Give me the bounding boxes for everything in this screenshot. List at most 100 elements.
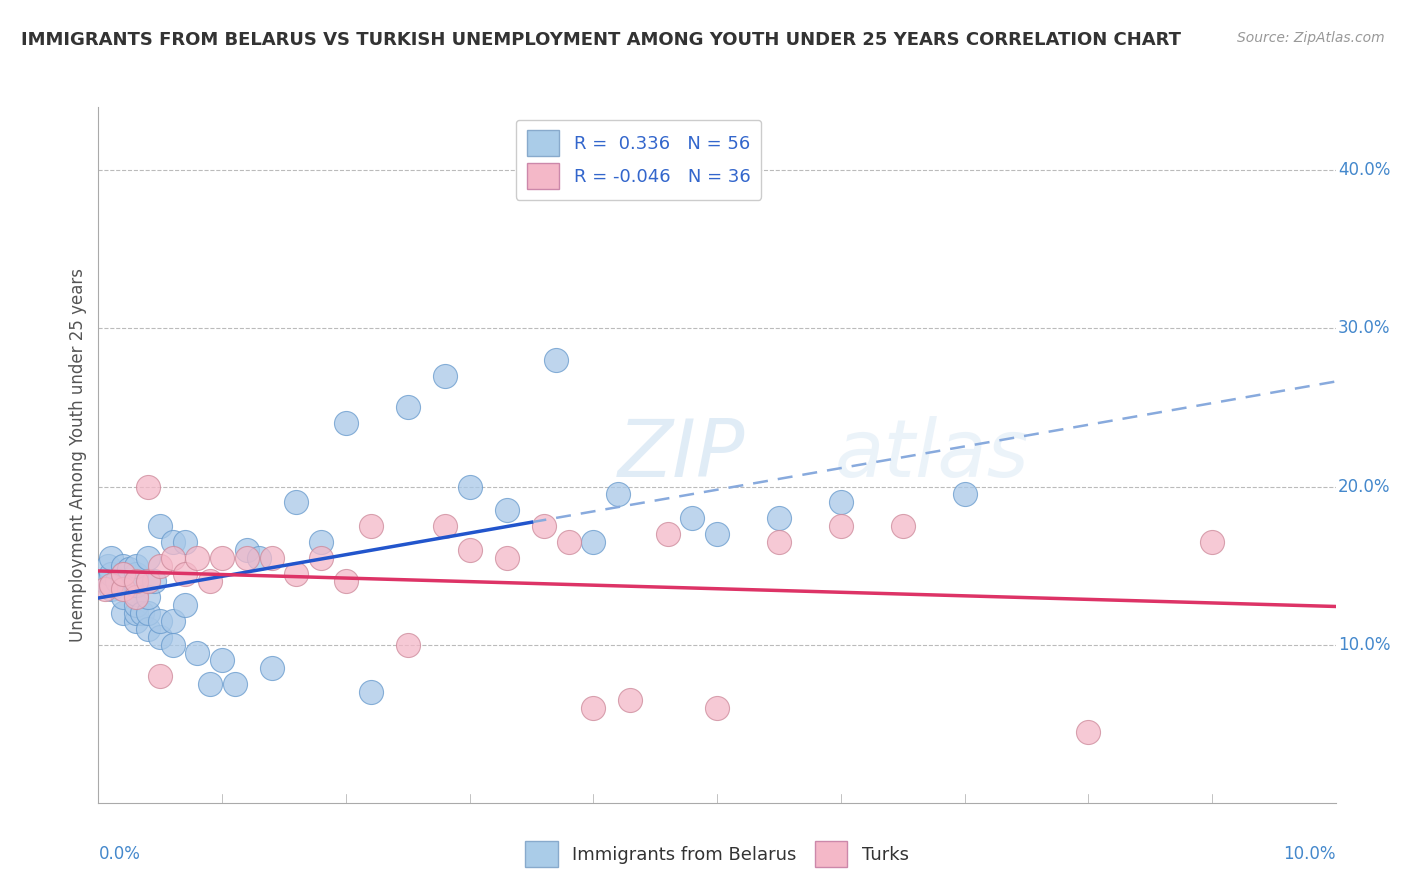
Point (105, 574, 128, 589)
Point (396, 401, 419, 415)
Point (198, 677, 221, 691)
Point (136, 591, 159, 605)
Point (124, 558, 146, 573)
Point (93, 574, 115, 589)
Point (97, 558, 120, 573)
Point (136, 606, 159, 620)
Point (174, 598, 197, 612)
Point (136, 550, 159, 565)
Point (211, 550, 233, 565)
Point (458, 542, 481, 557)
Legend: Immigrants from Belarus, Turks: Immigrants from Belarus, Turks (519, 834, 915, 874)
Y-axis label: Unemployment Among Youth under 25 years: Unemployment Among Youth under 25 years (69, 268, 87, 642)
Point (136, 479, 159, 493)
Point (830, 519, 852, 533)
Point (236, 550, 259, 565)
Point (112, 582, 135, 597)
Point (335, 417, 357, 431)
Point (174, 566, 197, 581)
Point (100, 577, 122, 591)
Point (124, 606, 146, 620)
Point (1077, 724, 1099, 739)
Point (360, 519, 382, 533)
Point (396, 638, 419, 652)
Point (953, 487, 976, 501)
Point (149, 630, 172, 644)
Text: 10.0%: 10.0% (1339, 636, 1391, 654)
Point (162, 638, 184, 652)
Point (136, 622, 159, 636)
Point (495, 550, 517, 565)
Point (100, 566, 122, 581)
Point (149, 519, 172, 533)
Point (1201, 534, 1223, 549)
Point (112, 606, 135, 620)
Point (260, 550, 283, 565)
Point (186, 550, 208, 565)
Point (309, 534, 332, 549)
Text: 0.0%: 0.0% (98, 845, 141, 863)
Point (211, 653, 233, 667)
Point (112, 566, 135, 581)
Point (224, 677, 246, 691)
Text: 10.0%: 10.0% (1284, 845, 1336, 863)
Point (533, 519, 555, 533)
Point (433, 368, 456, 383)
Point (891, 519, 914, 533)
Point (136, 574, 159, 589)
Point (768, 534, 790, 549)
Point (657, 527, 679, 541)
Point (143, 574, 166, 589)
Point (433, 519, 456, 533)
Point (149, 669, 172, 683)
Point (619, 693, 641, 707)
Point (247, 550, 270, 565)
Point (681, 511, 703, 525)
Point (93, 582, 115, 597)
Point (100, 582, 122, 597)
Text: Source: ZipAtlas.com: Source: ZipAtlas.com (1237, 31, 1385, 45)
Point (118, 562, 141, 576)
Point (124, 587, 146, 601)
Point (124, 614, 146, 628)
Point (768, 511, 790, 525)
Point (124, 598, 146, 612)
Point (582, 701, 605, 715)
Point (162, 534, 184, 549)
Point (607, 487, 630, 501)
Point (360, 685, 382, 699)
Point (198, 574, 221, 589)
Point (112, 558, 135, 573)
Point (174, 534, 197, 549)
Point (131, 606, 153, 620)
Point (706, 701, 728, 715)
Point (706, 527, 728, 541)
Point (285, 566, 308, 581)
Point (149, 558, 172, 573)
Text: 40.0%: 40.0% (1339, 161, 1391, 179)
Point (124, 566, 146, 581)
Text: ZIP: ZIP (619, 416, 745, 494)
Point (335, 574, 357, 589)
Point (546, 353, 568, 368)
Point (260, 661, 283, 675)
Point (112, 566, 135, 581)
Point (309, 550, 332, 565)
Text: 20.0%: 20.0% (1339, 477, 1391, 496)
Point (830, 495, 852, 509)
Point (124, 574, 146, 589)
Point (285, 495, 308, 509)
Text: atlas: atlas (835, 416, 1029, 494)
Point (112, 591, 135, 605)
Point (236, 542, 259, 557)
Point (582, 534, 605, 549)
Point (162, 614, 184, 628)
Point (495, 503, 517, 517)
Point (186, 646, 208, 660)
Text: IMMIGRANTS FROM BELARUS VS TURKISH UNEMPLOYMENT AMONG YOUTH UNDER 25 YEARS CORRE: IMMIGRANTS FROM BELARUS VS TURKISH UNEMP… (21, 31, 1181, 49)
Point (100, 550, 122, 565)
Point (124, 591, 146, 605)
Point (557, 534, 579, 549)
Point (112, 574, 135, 589)
Point (458, 479, 481, 493)
